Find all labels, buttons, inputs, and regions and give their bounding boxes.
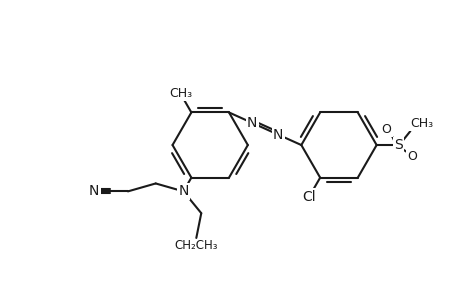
Text: N: N bbox=[246, 116, 257, 130]
Text: N: N bbox=[272, 128, 283, 142]
Text: S: S bbox=[393, 138, 402, 152]
Text: CH₂CH₃: CH₂CH₃ bbox=[174, 239, 218, 252]
Text: CH₃: CH₃ bbox=[168, 87, 191, 100]
Text: O: O bbox=[407, 150, 416, 164]
Text: N: N bbox=[89, 184, 99, 198]
Text: CH₃: CH₃ bbox=[410, 117, 433, 130]
Text: Cl: Cl bbox=[302, 190, 315, 203]
Text: O: O bbox=[381, 123, 391, 136]
Text: N: N bbox=[178, 184, 188, 198]
